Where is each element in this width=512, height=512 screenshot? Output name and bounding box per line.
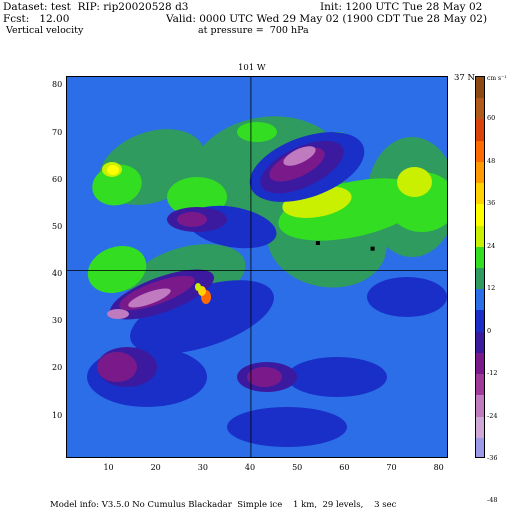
x-tick-label: 30 bbox=[197, 463, 208, 472]
contour-region bbox=[92, 164, 142, 206]
x-tick-label: 40 bbox=[244, 463, 256, 472]
x-tick-label: 80 bbox=[433, 463, 444, 472]
colorbar-tick-label: -48 bbox=[487, 496, 498, 505]
colorbar-segment bbox=[476, 374, 484, 396]
pressure-level-label: at pressure = 700 hPa bbox=[198, 25, 309, 36]
colorbar-segment bbox=[476, 416, 484, 439]
dataset-label: Dataset: test RIP: rip20020528 d3 bbox=[3, 1, 189, 13]
colorbar-segment bbox=[476, 246, 484, 269]
colorbar-tick-label: 48 bbox=[487, 156, 496, 165]
y-tick-label: 50 bbox=[52, 221, 63, 231]
colorbar-segment bbox=[476, 268, 484, 290]
contour-region bbox=[128, 288, 171, 308]
y-tick-label: 20 bbox=[52, 363, 63, 373]
colorbar-segment bbox=[476, 395, 484, 418]
colorbar-segment bbox=[476, 98, 484, 120]
contour-region bbox=[87, 245, 147, 294]
contour-region bbox=[107, 309, 129, 319]
x-tick-label: 20 bbox=[150, 463, 161, 472]
x-tick-label: 10 bbox=[103, 463, 114, 472]
contour-region bbox=[227, 407, 347, 447]
colorbar-tick-label: -36 bbox=[487, 454, 498, 462]
init-time-label: Init: 1200 UTC Tue 28 May 02 bbox=[320, 1, 483, 13]
contour-field bbox=[67, 77, 447, 457]
y-tick-label: 60 bbox=[52, 174, 63, 184]
y-tick-label: 10 bbox=[52, 410, 63, 420]
contour-region bbox=[287, 357, 387, 397]
colorbar-segment bbox=[476, 140, 484, 163]
colorbar-segment bbox=[476, 225, 484, 248]
x-tick-label: 70 bbox=[386, 463, 397, 472]
colorbar-segment bbox=[476, 331, 484, 354]
colorbar-tick-label: 0 bbox=[487, 326, 492, 335]
parallel-label: 37 N bbox=[454, 73, 475, 83]
colorbar-tick-label: 60 bbox=[487, 114, 496, 123]
colorbar-tick-label: -12 bbox=[487, 369, 498, 378]
colorbar-segment bbox=[476, 352, 484, 375]
station-marker bbox=[315, 241, 320, 246]
colorbar-segment bbox=[476, 310, 484, 333]
y-tick-label: 30 bbox=[52, 316, 63, 326]
x-tick-label: 60 bbox=[339, 463, 350, 472]
colorbar-segment bbox=[476, 161, 484, 184]
lat-lon-gridlines bbox=[67, 77, 447, 457]
contour-region bbox=[367, 277, 447, 317]
y-tick-label: 70 bbox=[52, 127, 63, 137]
colorbar-segment bbox=[476, 437, 484, 457]
colorbar-segment bbox=[476, 183, 484, 205]
valid-time-label: Valid: 0000 UTC Wed 29 May 02 (1900 CDT … bbox=[166, 13, 488, 25]
x-tick-label: 50 bbox=[292, 463, 303, 472]
colorbar-segment bbox=[476, 77, 484, 99]
contour-region bbox=[177, 212, 207, 227]
contour-region bbox=[130, 280, 274, 354]
colorbar-tick-label: 12 bbox=[487, 284, 496, 293]
contour-region bbox=[97, 352, 137, 382]
contour-region bbox=[283, 146, 316, 166]
station-marker bbox=[370, 246, 375, 251]
y-tick-label: 40 bbox=[52, 269, 63, 279]
colorbar-units-label: cm s⁻¹ bbox=[487, 75, 507, 82]
field-name-label: Vertical velocity bbox=[6, 25, 84, 36]
colorbar-segment bbox=[476, 204, 484, 227]
colorbar-tick-label: 36 bbox=[487, 199, 496, 208]
colorbar-tick-label: -24 bbox=[487, 411, 498, 420]
contour-region bbox=[107, 165, 119, 175]
colorbar-segment bbox=[476, 119, 484, 142]
y-tick-label: 80 bbox=[52, 80, 63, 90]
contour-region bbox=[397, 167, 432, 197]
colorbar-tick-label: 24 bbox=[487, 241, 496, 250]
forecast-hour-label: Fcst: 12.00 bbox=[3, 13, 70, 25]
meridian-label: 101 W bbox=[238, 63, 266, 73]
contour-region bbox=[237, 122, 277, 142]
model-info-footer: Model info: V3.5.0 No Cumulus Blackadar … bbox=[50, 500, 397, 510]
colorbar-segment bbox=[476, 289, 484, 311]
colorbar bbox=[475, 76, 485, 458]
contour-region bbox=[195, 283, 201, 291]
contour-region bbox=[247, 367, 282, 387]
vertical-velocity-map bbox=[66, 76, 448, 458]
